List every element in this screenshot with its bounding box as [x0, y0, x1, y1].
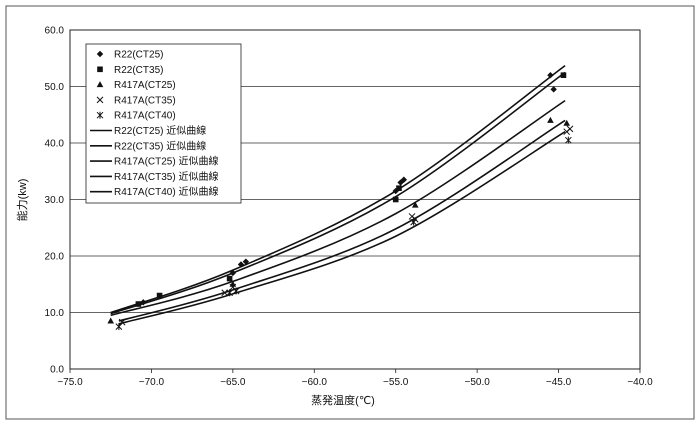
data-point	[226, 275, 233, 282]
legend-label: R417A(CT35)	[114, 95, 176, 106]
data-point	[392, 196, 399, 203]
data-point	[115, 323, 123, 331]
legend-marker	[96, 50, 104, 58]
y-tick-label: 50.0	[45, 82, 65, 93]
fit-curve	[110, 71, 566, 315]
tick-labels: 0.0 10.0 20.0 30.0 40.0 50.0 60.0 −75.0 −70.0 −65…	[45, 26, 654, 389]
data-point	[547, 116, 554, 123]
data-point	[560, 72, 567, 78]
data-point	[118, 318, 126, 326]
data-point	[140, 299, 147, 306]
x-tick-label: −75.0	[57, 377, 83, 388]
x-tick-label: −60.0	[302, 377, 328, 388]
y-tick-label: 40.0	[45, 139, 65, 150]
y-tick-label: 30.0	[45, 195, 65, 206]
x-tick-label: −45.0	[546, 377, 572, 388]
data-point	[400, 176, 408, 183]
data-point	[226, 289, 233, 297]
y-tick-label: 10.0	[45, 308, 65, 319]
fit-curve	[118, 131, 566, 325]
legend-label: R417A(CT40) 近似曲線	[114, 185, 218, 198]
fit-curve	[118, 119, 566, 322]
data-point	[566, 125, 574, 133]
x-tick-label: −55.0	[383, 377, 409, 388]
legend-marker	[96, 111, 104, 119]
legend: R22(CT25) R22(CT35) R417A(CT25) R417A(CT35)…	[85, 43, 242, 204]
data-point	[550, 86, 557, 93]
x-axis-title: 蒸発温度(℃)	[311, 393, 375, 407]
legend-label: R22(CT25)	[114, 50, 163, 61]
data-point	[221, 289, 229, 297]
legend-label: R22(CT25) 近似曲線	[114, 124, 206, 137]
data-point	[107, 317, 115, 324]
data-point	[156, 292, 163, 299]
data-point	[410, 218, 417, 226]
x-tick-label: −65.0	[220, 377, 246, 388]
legend-label: R22(CT35) 近似曲線	[114, 139, 206, 152]
y-axis-title: 能力(kw)	[15, 179, 29, 222]
fit-curves	[110, 64, 566, 325]
data-point	[135, 301, 142, 307]
data-point	[411, 201, 419, 208]
data-point	[232, 287, 240, 295]
data-point	[237, 261, 245, 268]
fit-curve	[110, 64, 566, 314]
legend-label: R22(CT35)	[114, 65, 163, 76]
legend-label: R417A(CT25) 近似曲線	[114, 155, 218, 168]
data-point	[229, 269, 237, 277]
x-tick-label: −40.0	[627, 377, 653, 388]
data-point	[396, 185, 402, 191]
legend-marker	[96, 96, 104, 104]
legend-marker	[97, 66, 103, 73]
y-tick-label: 20.0	[45, 252, 65, 263]
data-point	[564, 136, 572, 144]
plot-area-border	[69, 29, 641, 370]
data-points	[107, 72, 574, 331]
data-point	[242, 258, 250, 265]
data-point	[547, 72, 554, 79]
y-tick-label: 0.0	[50, 365, 64, 376]
data-point	[563, 119, 571, 126]
legend-label: R417A(CT25)	[114, 80, 176, 91]
y-tick-label: 60.0	[45, 26, 65, 37]
x-tick-label: −70.0	[139, 377, 165, 388]
legend-label: R417A(CT35) 近似曲線	[114, 170, 218, 183]
legend-label: R417A(CT40)	[114, 111, 176, 122]
x-tick-label: −50.0	[464, 377, 490, 388]
fit-curve	[110, 99, 566, 317]
legend-marker	[96, 81, 104, 88]
